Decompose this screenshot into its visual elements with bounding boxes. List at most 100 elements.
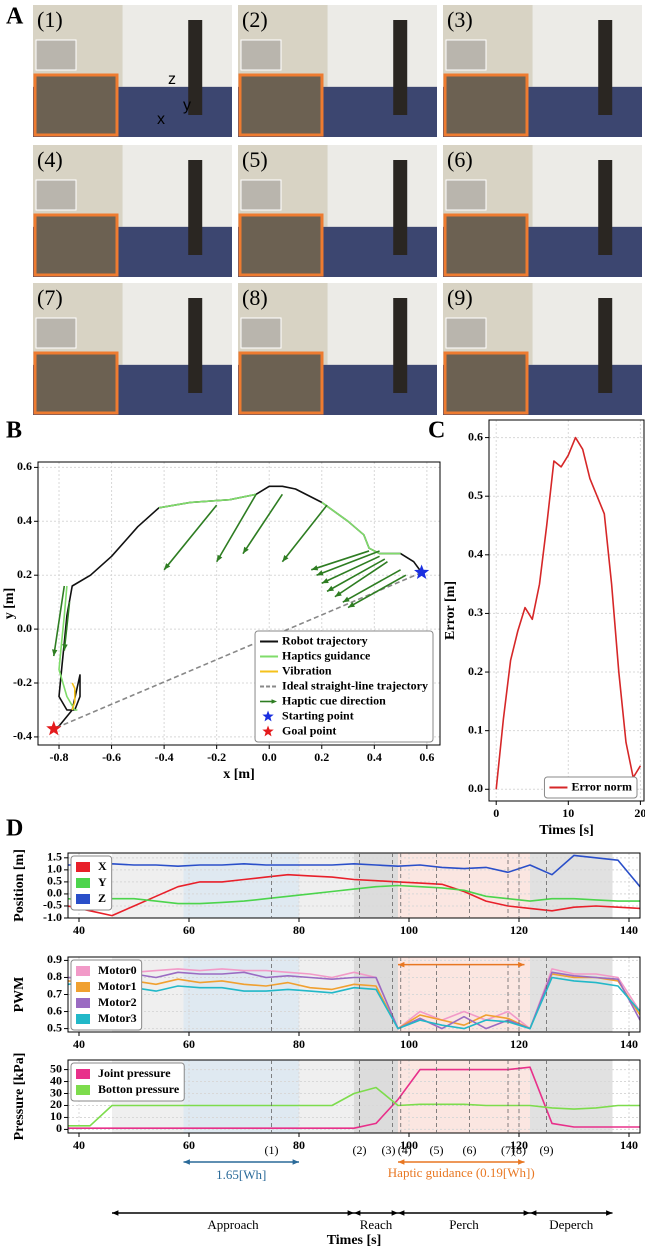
arrow-shaft <box>316 550 380 576</box>
photo: (2) <box>238 5 437 137</box>
plot-area <box>495 436 642 790</box>
legend-frame <box>70 959 143 1031</box>
person <box>393 298 408 393</box>
x-axis-label: Times [s] <box>539 823 594 838</box>
arrow-head <box>271 699 278 704</box>
arrow-head <box>52 649 58 657</box>
legend-swatch <box>76 1085 90 1095</box>
photo-label: (7) <box>37 285 63 310</box>
x-tick-label: 120 <box>510 923 528 937</box>
arrow-head <box>334 590 342 597</box>
event-label: (6) <box>463 1143 477 1157</box>
series-line <box>68 873 640 917</box>
series-line <box>68 1086 640 1127</box>
legend-label: Haptics guidance <box>282 648 371 662</box>
y-tick-label: 0 <box>56 1121 62 1135</box>
cue-arrow <box>316 550 380 576</box>
frame-axis-label: y <box>183 97 191 114</box>
y-tick-label: 0.7 <box>47 986 62 1000</box>
y-tick-label: -1.0 <box>43 910 62 924</box>
event-label: (1) <box>265 1143 279 1157</box>
series-line <box>68 976 640 1030</box>
inset-small <box>240 317 282 349</box>
y-tick-label: 30 <box>50 1085 62 1099</box>
series-line <box>495 436 642 790</box>
photo-label: (8) <box>242 285 268 310</box>
phase-region <box>530 1060 613 1133</box>
event-label: (3) <box>382 1143 396 1157</box>
photo-curtain <box>122 5 232 98</box>
cue-arrow <box>326 558 386 593</box>
x-tick-label: 60 <box>183 1037 195 1051</box>
legend-swatch <box>76 894 90 904</box>
legend: Error norm <box>543 776 638 799</box>
inset-camera <box>33 213 119 277</box>
y-tick-label: 50 <box>50 1061 62 1075</box>
y-tick-label: 0.0 <box>47 886 62 900</box>
x-tick-label: 60 <box>183 1138 195 1152</box>
photo-curtain <box>327 145 437 238</box>
legend-frame <box>543 776 638 799</box>
arrow-shaft <box>281 504 328 563</box>
arrow-head <box>342 596 350 603</box>
inset-small <box>35 39 77 71</box>
phase-arrow <box>354 1210 398 1216</box>
photo-curtain <box>327 283 437 376</box>
x-tick-label: 120 <box>510 1138 528 1152</box>
series-line <box>68 971 640 1030</box>
series-line <box>58 493 401 711</box>
y-tick-label: 0.4 <box>468 547 483 561</box>
event-label: (9) <box>540 1143 554 1157</box>
arrow-head <box>292 1159 299 1165</box>
legend-label: Motor3 <box>98 1011 137 1025</box>
arrow-head <box>391 1210 398 1216</box>
photo: (4) <box>33 145 232 277</box>
y-tick-label: 0.2 <box>468 664 483 678</box>
legend-swatch <box>76 998 90 1008</box>
arrow-shaft <box>242 493 284 555</box>
x-tick-label: 140 <box>620 1037 638 1051</box>
legend-label: Goal point <box>282 723 336 737</box>
plot-frame <box>67 1059 641 1134</box>
x-axis-label: x [m] <box>223 767 255 782</box>
arrow-head <box>112 1210 119 1216</box>
panel-letter: A <box>6 4 24 30</box>
energy-label: Haptic guidance (0.19[Wh]) <box>388 1165 535 1180</box>
legend-label: Joint pressure <box>98 1066 171 1080</box>
legend-swatch <box>76 966 90 976</box>
legend-label: Motor2 <box>98 995 137 1009</box>
legend: Joint pressure Botton pressure <box>70 1062 185 1102</box>
y-tick-label: 0.9 <box>47 952 62 966</box>
legend-swatch <box>262 710 274 722</box>
arrow-head <box>398 1159 405 1165</box>
arrow-shaft <box>334 561 388 598</box>
arrow-shaft <box>321 555 380 585</box>
x-tick-label: 100 <box>400 923 418 937</box>
arrow-head <box>606 1210 613 1216</box>
arrow-head <box>398 961 405 968</box>
x-tick-label: -0.6 <box>102 750 121 764</box>
cue-arrow <box>242 493 284 555</box>
legend-swatch <box>76 878 90 888</box>
inset-camera <box>238 351 324 415</box>
phase-region <box>398 853 530 918</box>
y-tick-label: 0.5 <box>468 488 483 502</box>
event-label: (2) <box>353 1143 367 1157</box>
legend-label: Ideal straight-line trajectory <box>282 678 428 692</box>
legend-swatch <box>76 982 90 992</box>
photo: (1) <box>33 5 232 137</box>
phase-arrow <box>530 1210 613 1216</box>
y-tick-label: 0.4 <box>17 513 32 527</box>
inset-camera <box>33 351 119 415</box>
y-tick-label: 0.2 <box>17 567 32 581</box>
photo-label: (1) <box>37 7 63 32</box>
y-tick-label: 0.6 <box>17 459 32 473</box>
y-tick-label: 1.5 <box>47 850 62 864</box>
cue-arrow <box>321 555 380 585</box>
x-tick-label: 0.6 <box>419 750 434 764</box>
series-line <box>53 571 422 730</box>
series-line <box>68 1066 640 1129</box>
person <box>188 298 203 393</box>
frame-axis-label: x <box>157 111 165 128</box>
plot-area <box>52 485 423 730</box>
